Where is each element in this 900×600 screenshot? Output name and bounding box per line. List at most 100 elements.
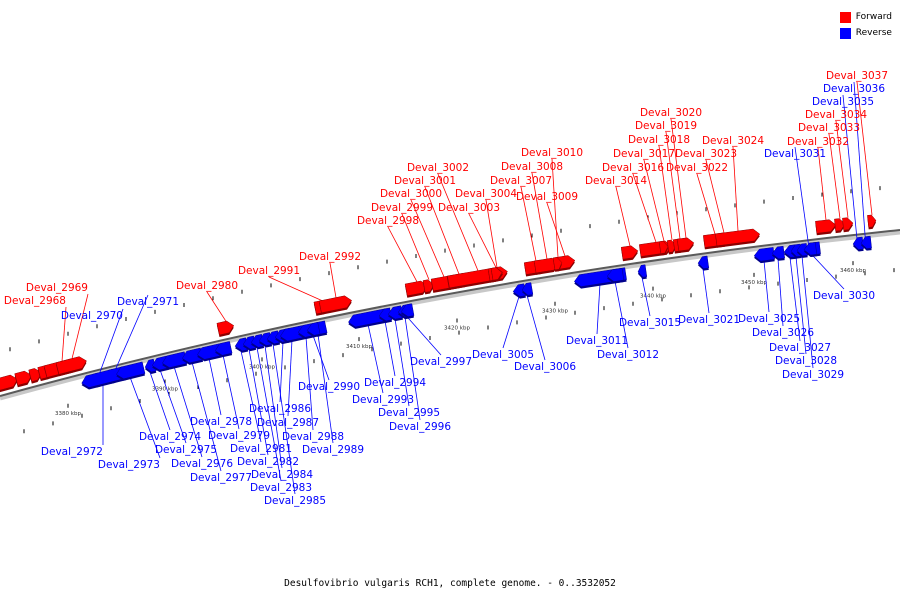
gene-arrow-Deval_2992[interactable] — [318, 295, 353, 314]
gene-arrow-Deval_2990[interactable] — [306, 322, 321, 336]
gene-arrow-Deval_3032[interactable] — [815, 219, 837, 234]
gene-arrow-Deval_3024[interactable] — [715, 228, 761, 247]
gene-label-Deval_3035[interactable]: Deval_3035 — [812, 96, 874, 108]
leader-Deval_2990 — [312, 335, 330, 381]
gene-arrow-Deval_2979[interactable] — [214, 341, 233, 356]
gene-label-Deval_2980[interactable]: Deval_2980 — [176, 280, 238, 292]
gene-arrow-Deval_2969[interactable] — [55, 356, 87, 375]
gene-label-Deval_3016[interactable]: Deval_3016 — [602, 162, 664, 174]
gene-label-Deval_2987[interactable]: Deval_2987 — [257, 417, 319, 429]
gene-label-Deval_3010[interactable]: Deval_3010 — [521, 147, 583, 159]
gene-label-Deval_2979[interactable]: Deval_2979 — [208, 430, 270, 442]
gene-label-Deval_2985[interactable]: Deval_2985 — [264, 495, 326, 507]
gene-arrow-Deval_3004[interactable] — [490, 267, 503, 281]
gene-arrow-Deval_3034[interactable] — [842, 217, 854, 231]
gene-arrow-Deval_3010[interactable] — [552, 257, 563, 271]
gene-label-Deval_2968[interactable]: Deval_2968 — [4, 295, 66, 307]
gene-label-Deval_2997[interactable]: Deval_2997 — [410, 356, 472, 368]
gene-label-Deval_2988[interactable]: Deval_2988 — [282, 431, 344, 443]
gene-label-Deval_2983[interactable]: Deval_2983 — [250, 482, 312, 494]
gene-label-Deval_3011[interactable]: Deval_3011 — [566, 335, 628, 347]
gene-label-Deval_3027[interactable]: Deval_3027 — [769, 342, 831, 354]
gene-label-Deval_3031[interactable]: Deval_3031 — [764, 148, 826, 160]
gene-label-Deval_2989[interactable]: Deval_2989 — [302, 444, 364, 456]
gene-label-Deval_3033[interactable]: Deval_3033 — [798, 122, 860, 134]
gene-label-Deval_2981[interactable]: Deval_2981 — [230, 443, 292, 455]
gene-label-Deval_3018[interactable]: Deval_3018 — [628, 134, 690, 146]
gene-label-Deval_3009[interactable]: Deval_3009 — [516, 191, 578, 203]
gene-label-Deval_3030[interactable]: Deval_3030 — [813, 290, 875, 302]
gene-label-Deval_3036[interactable]: Deval_3036 — [823, 83, 885, 95]
gene-label-Deval_2986[interactable]: Deval_2986 — [249, 403, 311, 415]
gene-label-Deval_3000[interactable]: Deval_3000 — [380, 188, 442, 200]
gene-label-Deval_3023[interactable]: Deval_3023 — [675, 148, 737, 160]
gene-label-Deval_3017[interactable]: Deval_3017 — [613, 148, 675, 160]
gene-label-Deval_2992[interactable]: Deval_2992 — [299, 251, 361, 263]
gene-label-Deval_2971[interactable]: Deval_2971 — [117, 296, 179, 308]
gene-arrow-Deval_3014[interactable] — [620, 245, 639, 260]
gene-label-Deval_3037[interactable]: Deval_3037 — [826, 70, 888, 82]
gene-arrow-Deval_3006[interactable] — [521, 282, 534, 296]
gene-label-Deval_3008[interactable]: Deval_3008 — [501, 161, 563, 173]
gene-label-Deval_2993[interactable]: Deval_2993 — [352, 394, 414, 406]
gene-label-Deval_3025[interactable]: Deval_3025 — [738, 313, 800, 325]
gene-arrow-Deval_3033[interactable] — [834, 218, 846, 232]
gene-label-Deval_3024[interactable]: Deval_3024 — [702, 135, 764, 147]
gene-label-Deval_2978[interactable]: Deval_2978 — [190, 416, 252, 428]
gene-arrow-Deval_2980[interactable] — [216, 320, 235, 336]
gene-label-Deval_3012[interactable]: Deval_3012 — [597, 349, 659, 361]
gene-arrow-Deval_3037[interactable] — [867, 214, 877, 228]
gene-label-Deval_3015[interactable]: Deval_3015 — [619, 317, 681, 329]
gene-label-Deval_3022[interactable]: Deval_3022 — [666, 162, 728, 174]
leader-Deval_2984 — [264, 345, 283, 469]
leader-Deval_3007 — [520, 186, 537, 261]
gene-label-Deval_3006[interactable]: Deval_3006 — [514, 361, 576, 373]
gene-label-Deval_3005[interactable]: Deval_3005 — [472, 349, 534, 361]
gene-arrow-Deval_2973[interactable] — [116, 361, 146, 380]
gene-label-Deval_2974[interactable]: Deval_2974 — [139, 431, 201, 443]
gene-arrow-Deval_2999[interactable] — [422, 279, 435, 293]
gene-arrow[interactable] — [14, 370, 33, 386]
gene-label-Deval_2969[interactable]: Deval_2969 — [26, 282, 88, 294]
gene-label-Deval_3007[interactable]: Deval_3007 — [490, 175, 552, 187]
gene-label-Deval_3014[interactable]: Deval_3014 — [585, 175, 647, 187]
gene-label-Deval_3003[interactable]: Deval_3003 — [438, 202, 500, 214]
gene-arrow-Deval_3031[interactable] — [803, 242, 817, 256]
gene-label-Deval_2998[interactable]: Deval_2998 — [357, 215, 419, 227]
gene-label-Deval_3001[interactable]: Deval_3001 — [394, 175, 456, 187]
gene-label-Deval_2977[interactable]: Deval_2977 — [190, 472, 252, 484]
gene-label-Deval_2996[interactable]: Deval_2996 — [389, 421, 451, 433]
gene-label-Deval_3002[interactable]: Deval_3002 — [407, 162, 469, 174]
gene-arrow-Deval_2997[interactable] — [400, 303, 415, 317]
gene-label-Deval_3032[interactable]: Deval_3032 — [787, 136, 849, 148]
gene-arrow-Deval_3020[interactable] — [676, 237, 695, 252]
gene-label-Deval_2991[interactable]: Deval_2991 — [238, 265, 300, 277]
gene-arrow-Deval_3036[interactable] — [860, 235, 872, 249]
gene-label-Deval_2973[interactable]: Deval_2973 — [98, 459, 160, 471]
gene-arrow-Deval_3015[interactable] — [637, 264, 648, 278]
gene-label-Deval_3026[interactable]: Deval_3026 — [752, 327, 814, 339]
gene-label-Deval_3021[interactable]: Deval_3021 — [678, 314, 740, 326]
gene-label-Deval_2982[interactable]: Deval_2982 — [237, 456, 299, 468]
gene-label-Deval_3029[interactable]: Deval_3029 — [782, 369, 844, 381]
gene-label-Deval_3028[interactable]: Deval_3028 — [775, 355, 837, 367]
gene-arrow-Deval_3017[interactable] — [658, 240, 669, 254]
gene-label-Deval_2970[interactable]: Deval_2970 — [61, 310, 123, 322]
gene-label-Deval_2994[interactable]: Deval_2994 — [364, 377, 426, 389]
gene-label-Deval_2984[interactable]: Deval_2984 — [251, 469, 313, 481]
gene-label-Deval_2995[interactable]: Deval_2995 — [378, 407, 440, 419]
gene-label-Deval_2975[interactable]: Deval_2975 — [155, 444, 217, 456]
gene-label-Deval_3004[interactable]: Deval_3004 — [455, 188, 517, 200]
gene-arrow-Deval_3021[interactable] — [697, 255, 710, 269]
gene-label-Deval_3019[interactable]: Deval_3019 — [635, 120, 697, 132]
gene-label-Deval_2999[interactable]: Deval_2999 — [371, 202, 433, 214]
gene-label-Deval_3020[interactable]: Deval_3020 — [640, 107, 702, 119]
scale-label: 3440 kbp — [640, 294, 666, 300]
gene-arrow-Deval_3012[interactable] — [606, 267, 625, 282]
gene-arrow[interactable] — [0, 374, 18, 391]
gene-arrow-Deval_3026[interactable] — [771, 245, 785, 260]
gene-label-Deval_2990[interactable]: Deval_2990 — [298, 381, 360, 393]
gene-label-Deval_3034[interactable]: Deval_3034 — [805, 109, 867, 121]
gene-label-Deval_2976[interactable]: Deval_2976 — [171, 458, 233, 470]
gene-label-Deval_2972[interactable]: Deval_2972 — [41, 446, 103, 458]
